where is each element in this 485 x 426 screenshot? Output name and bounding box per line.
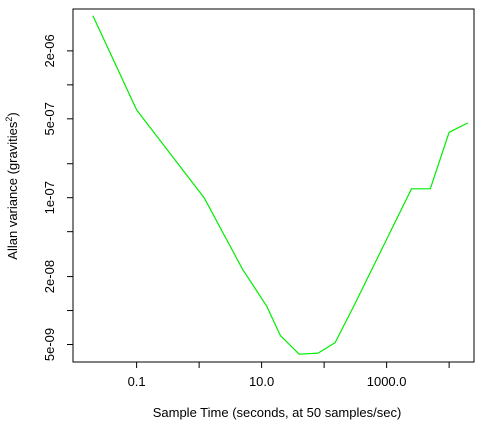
y-axis-title-superscript: 2 xyxy=(4,117,14,122)
plot-frame xyxy=(72,8,475,363)
y-tick-label: 2e-08 xyxy=(42,260,57,293)
x-axis: 0.1 10.0 1000.0 xyxy=(128,362,450,389)
y-tick-label: 2e-06 xyxy=(42,34,57,67)
y-axis-title: Allan variance (gravities2) xyxy=(4,112,20,259)
x-tick-label: 10.0 xyxy=(249,374,274,389)
y-axis: 5e-09 2e-08 1e-07 5e-07 2e-06 xyxy=(42,34,73,361)
x-tick-label: 0.1 xyxy=(128,374,146,389)
y-axis-title-close: ) xyxy=(5,112,20,116)
x-tick-label: 1000.0 xyxy=(367,374,407,389)
y-tick-label: 5e-09 xyxy=(42,328,57,361)
y-axis-title-main: Allan variance (gravities xyxy=(5,121,20,260)
y-tick-label: 1e-07 xyxy=(42,181,57,214)
x-axis-title: Sample Time (seconds, at 50 samples/sec) xyxy=(153,405,402,420)
y-tick-label: 5e-07 xyxy=(42,102,57,135)
plot-area xyxy=(92,15,469,355)
series-line xyxy=(92,15,469,355)
